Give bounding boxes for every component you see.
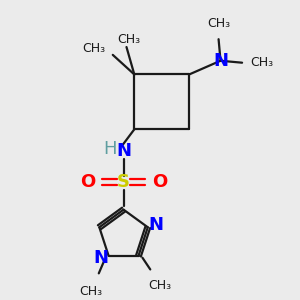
- Text: N: N: [148, 216, 163, 234]
- Text: CH₃: CH₃: [80, 285, 103, 298]
- Text: N: N: [213, 52, 228, 70]
- Text: CH₃: CH₃: [207, 17, 230, 30]
- Text: CH₃: CH₃: [250, 56, 273, 69]
- Text: S: S: [117, 173, 130, 191]
- Text: N: N: [116, 142, 131, 160]
- Text: O: O: [80, 173, 95, 191]
- Text: CH₃: CH₃: [117, 33, 140, 46]
- Text: O: O: [152, 173, 167, 191]
- Text: CH₃: CH₃: [82, 41, 105, 55]
- Text: CH₃: CH₃: [148, 279, 172, 292]
- Text: H: H: [103, 140, 117, 158]
- Text: N: N: [93, 249, 108, 267]
